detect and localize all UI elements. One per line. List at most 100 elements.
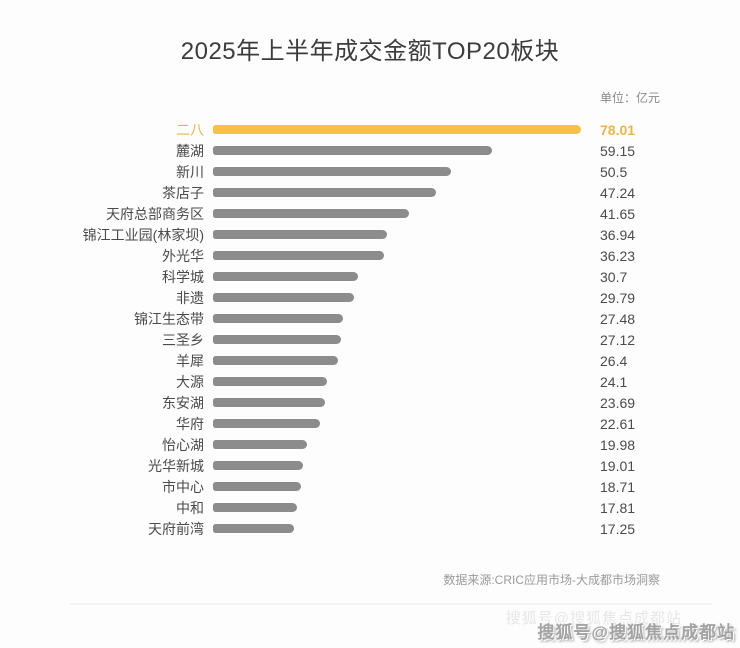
- bar-row: 麓湖 59.15: [0, 140, 740, 161]
- value-label: 22.61: [600, 415, 636, 432]
- category-label: 光华新城: [148, 457, 204, 474]
- value-label: 78.01: [600, 121, 636, 138]
- bar-track: [213, 335, 581, 344]
- bar-track: [213, 293, 581, 302]
- value-label: 36.23: [600, 247, 636, 264]
- value-label: 27.48: [600, 310, 636, 327]
- value-label: 23.69: [600, 394, 636, 411]
- bar-track: [213, 461, 581, 470]
- bar-track: [213, 314, 581, 323]
- divider-line: [70, 603, 712, 605]
- bar: [213, 419, 320, 428]
- value-label: 29.79: [600, 289, 636, 306]
- bar-track: [213, 251, 581, 260]
- bar-row: 锦江生态带 27.48: [0, 308, 740, 329]
- value-label: 59.15: [600, 142, 636, 159]
- bar-row: 中和 17.81: [0, 497, 740, 518]
- bar-track: [213, 482, 581, 491]
- category-label: 天府总部商务区: [106, 205, 204, 222]
- category-label: 新川: [176, 163, 204, 180]
- bar-row: 外光华 36.23: [0, 245, 740, 266]
- bar-row: 天府总部商务区 41.65: [0, 203, 740, 224]
- category-label: 二八: [176, 121, 204, 138]
- bar: [213, 293, 354, 302]
- bar: [213, 125, 581, 134]
- bar-row: 光华新城 19.01: [0, 455, 740, 476]
- category-label: 锦江工业园(林家坝): [82, 226, 204, 243]
- bar-track: [213, 188, 581, 197]
- category-label: 东安湖: [162, 394, 204, 411]
- value-label: 24.1: [600, 373, 628, 390]
- watermark-text: 搜狐号@搜狐焦点成都站: [537, 623, 735, 642]
- value-label: 50.5: [600, 163, 628, 180]
- value-label: 30.7: [600, 268, 628, 285]
- value-label: 47.24: [600, 184, 636, 201]
- bar: [213, 146, 493, 155]
- bar-row: 科学城 30.7: [0, 266, 740, 287]
- category-label: 非遗: [176, 289, 204, 306]
- bar: [213, 230, 388, 239]
- bar: [213, 461, 303, 470]
- bar-track: [213, 398, 581, 407]
- category-label: 市中心: [162, 478, 204, 495]
- bar-track: [213, 230, 581, 239]
- bar: [213, 188, 436, 197]
- bar-row: 大源 24.1: [0, 371, 740, 392]
- category-label: 大源: [176, 373, 204, 390]
- bar: [213, 398, 325, 407]
- category-label: 怡心湖: [162, 436, 204, 453]
- value-label: 26.4: [600, 352, 628, 369]
- bar-chart: 二八 78.01 麓湖 59.15 新川 50.5 茶店子 47.24 天府总部…: [0, 119, 740, 539]
- unit-label: 单位：亿元: [599, 91, 660, 105]
- category-label: 锦江生态带: [134, 310, 204, 327]
- value-label: 17.81: [600, 499, 636, 516]
- bar: [213, 209, 410, 218]
- value-label: 18.71: [600, 478, 636, 495]
- category-label: 中和: [176, 499, 204, 516]
- bar: [213, 524, 295, 533]
- bar-track: [213, 146, 581, 155]
- bar-track: [213, 209, 581, 218]
- bar-track: [213, 440, 581, 449]
- bar-track: [213, 167, 581, 176]
- bar-row: 茶店子 47.24: [0, 182, 740, 203]
- value-label: 36.94: [600, 226, 636, 243]
- category-label: 茶店子: [162, 184, 204, 201]
- category-label: 羊犀: [176, 352, 204, 369]
- category-label: 华府: [176, 415, 204, 432]
- bar: [213, 377, 327, 386]
- value-label: 17.25: [600, 520, 636, 537]
- bar-track: [213, 272, 581, 281]
- value-label: 19.98: [600, 436, 636, 453]
- bar-row: 新川 50.5: [0, 161, 740, 182]
- bar: [213, 482, 302, 491]
- bar-track: [213, 125, 581, 134]
- category-label: 麓湖: [176, 142, 204, 159]
- bar-row: 华府 22.61: [0, 413, 740, 434]
- bar-row: 非遗 29.79: [0, 287, 740, 308]
- bar: [213, 356, 338, 365]
- bar: [213, 272, 358, 281]
- watermark-ghost-text: 搜狐号@搜狐焦点成都站: [505, 610, 682, 627]
- value-label: 27.12: [600, 331, 636, 348]
- bar-row: 二八 78.01: [0, 119, 740, 140]
- bar: [213, 251, 384, 260]
- bar: [213, 167, 452, 176]
- category-label: 科学城: [162, 268, 204, 285]
- bar-row: 市中心 18.71: [0, 476, 740, 497]
- category-label: 天府前湾: [148, 520, 204, 537]
- bar-row: 羊犀 26.4: [0, 350, 740, 371]
- bar-track: [213, 524, 581, 533]
- bar-track: [213, 356, 581, 365]
- category-label: 三圣乡: [162, 331, 204, 348]
- bar-track: [213, 419, 581, 428]
- bar-row: 东安湖 23.69: [0, 392, 740, 413]
- bar: [213, 335, 341, 344]
- data-source-note: 数据来源:CRIC应用市场-大成都市场洞察: [443, 573, 660, 587]
- page-title: 2025年上半年成交金额TOP20板块: [180, 38, 560, 65]
- bar: [213, 314, 343, 323]
- bar-track: [213, 377, 581, 386]
- bar: [213, 440, 308, 449]
- value-label: 19.01: [600, 457, 636, 474]
- category-label: 外光华: [162, 247, 204, 264]
